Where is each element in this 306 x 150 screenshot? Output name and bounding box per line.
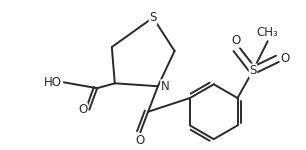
Text: O: O <box>136 134 145 147</box>
Text: CH₃: CH₃ <box>257 26 278 39</box>
Text: HO: HO <box>44 76 62 89</box>
Text: S: S <box>149 11 157 24</box>
Text: S: S <box>249 64 257 77</box>
Text: N: N <box>161 80 170 93</box>
Text: O: O <box>280 52 290 65</box>
Text: O: O <box>232 34 241 47</box>
Text: O: O <box>78 103 87 116</box>
